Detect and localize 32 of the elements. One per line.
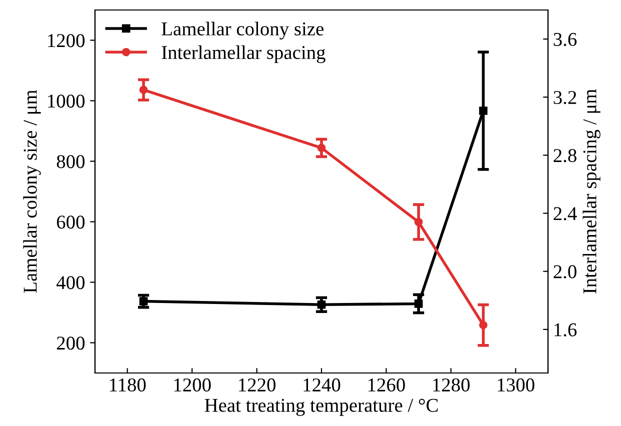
y-axis-title: Lamellar colony size / μm [23,90,41,293]
legend-label: Interlamellar spacing [162,45,326,64]
point [317,144,326,152]
y-tick-label: 400 [56,276,85,290]
y-tick-label: 200 [56,336,85,350]
x-tick-label: 1220 [239,378,276,392]
point [139,86,148,94]
x-tick-label: 1180 [110,378,146,392]
x-tick-label: 1200 [174,378,211,392]
y2-axis-title: Interlamellar spacing / μm [582,89,600,294]
y2-tick-label: 3.2 [554,90,576,104]
x-axis-title: Heat treating temperature / °C [204,398,438,416]
legend-label: Lamellar colony size [162,22,324,40]
y-tick-label: 600 [56,216,85,229]
y2-tick-label: 2.0 [554,265,576,278]
y-tick-label: 800 [56,155,85,168]
y-tick-label: 1200 [48,34,85,48]
x-tick-label: 1280 [433,378,470,392]
y2-tick-label: 3.6 [554,32,577,46]
point [317,300,326,309]
y2-tick-label: 1.6 [554,323,577,336]
y2-tick-label: 2.4 [554,207,577,220]
point [414,218,423,226]
x-tick-label: 1240 [304,378,340,392]
y2-tick-label: 2.8 [554,149,576,162]
x-tick-label: 1300 [498,378,534,392]
point [479,106,488,115]
point [479,320,488,330]
x-tick-label: 1260 [368,378,405,392]
y-tick-label: 1000 [48,94,85,108]
point [414,300,423,308]
point [139,297,148,306]
